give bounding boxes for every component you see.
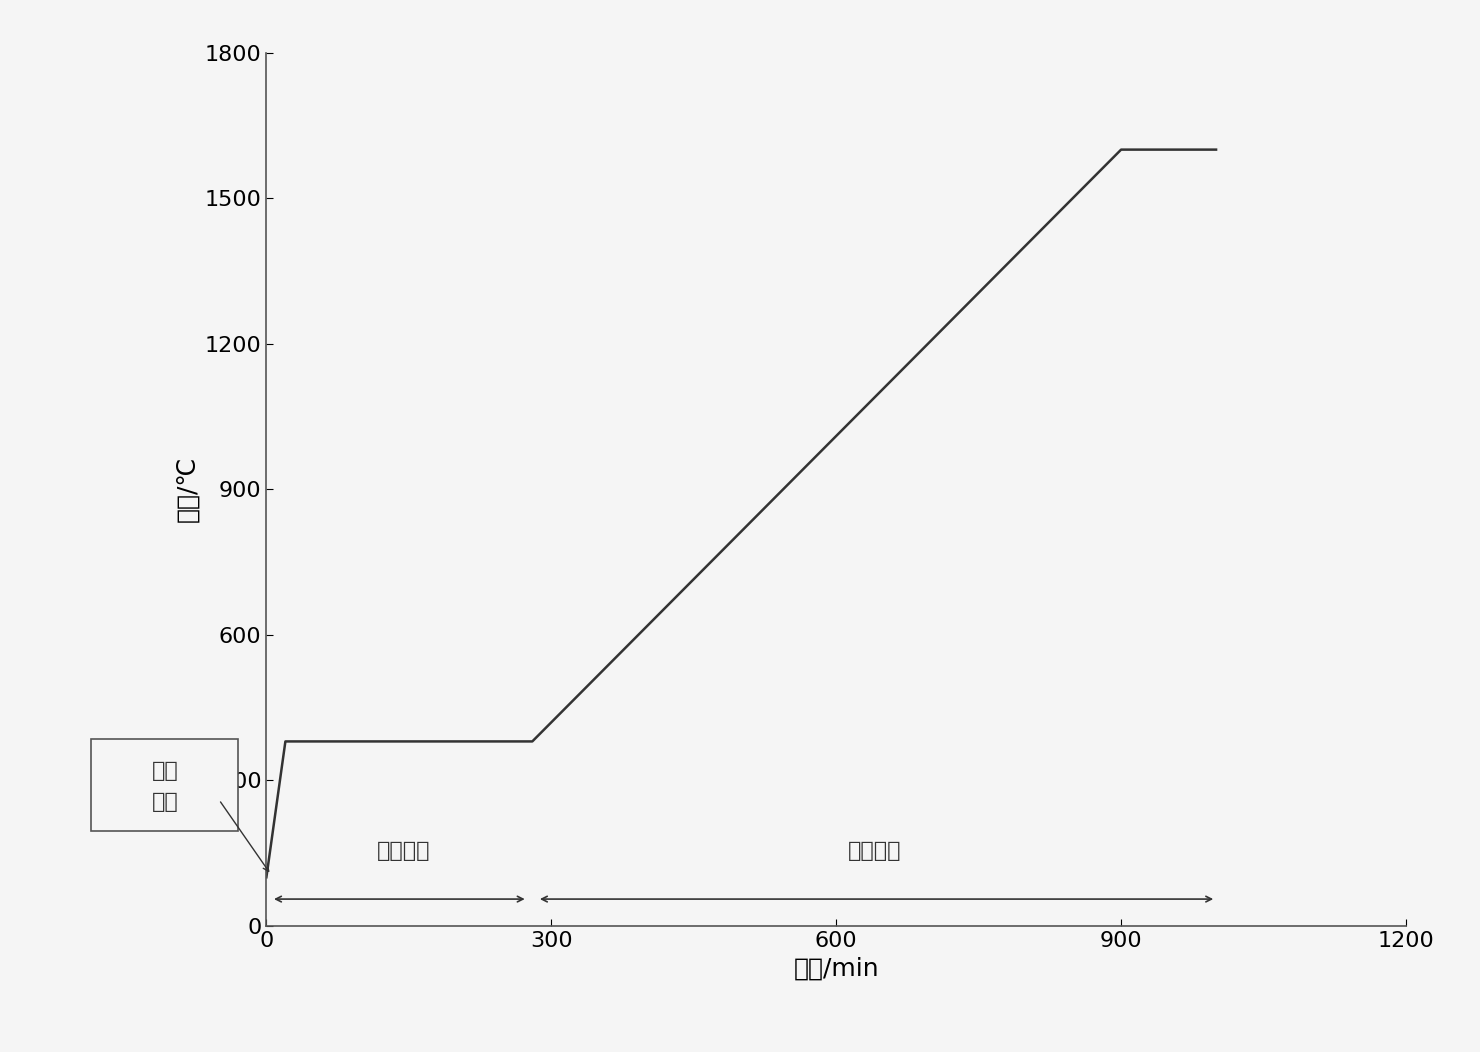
Text: 干燥: 干燥 bbox=[151, 761, 178, 781]
Text: 高温烧结: 高温烧结 bbox=[848, 841, 901, 861]
Text: 排胶处理: 排胶处理 bbox=[377, 841, 431, 861]
Text: 处理: 处理 bbox=[151, 792, 178, 812]
X-axis label: 时间/min: 时间/min bbox=[793, 956, 879, 980]
FancyBboxPatch shape bbox=[90, 739, 238, 831]
Y-axis label: 温度/℃: 温度/℃ bbox=[175, 456, 200, 523]
